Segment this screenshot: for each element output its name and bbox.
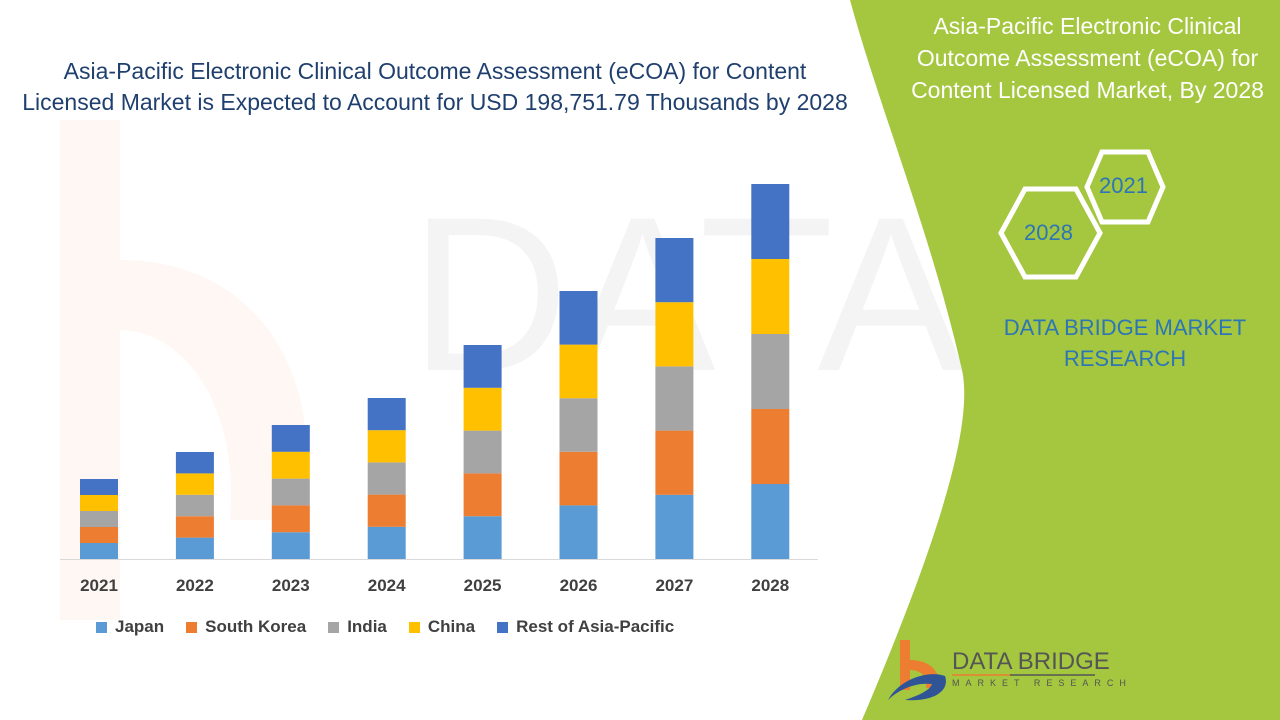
chart-title: Asia-Pacific Electronic Clinical Outcome… bbox=[22, 58, 848, 115]
logo-tagline: MARKET RESEARCH bbox=[952, 678, 1132, 688]
bar-segment-2026-south-korea bbox=[559, 451, 598, 506]
bar-segment-2027-india bbox=[655, 366, 694, 431]
hexagon-2028-icon bbox=[998, 186, 1103, 280]
hexagon-2021-icon bbox=[1084, 149, 1166, 225]
x-tick-label: 2026 bbox=[559, 576, 598, 595]
bar-segment-2024-rest-of-asia-pacific bbox=[367, 398, 406, 431]
hex-year-2028: 2028 bbox=[1024, 220, 1073, 245]
legend-label: Japan bbox=[115, 617, 165, 636]
legend-item: Rest of Asia-Pacific bbox=[497, 617, 674, 637]
legend-swatch bbox=[408, 621, 420, 633]
bar-segment-2021-india bbox=[80, 511, 118, 527]
bar-segment-2023-india bbox=[271, 478, 310, 506]
bar-segment-2028-rest-of-asia-pacific bbox=[751, 184, 790, 259]
x-tick-label: 2021 bbox=[80, 576, 118, 595]
bar-segment-2024-japan bbox=[367, 526, 406, 559]
legend-swatch bbox=[96, 621, 107, 633]
bar-segment-2025-china bbox=[463, 387, 502, 431]
bar-segment-2021-japan bbox=[80, 543, 118, 559]
legend: Japan South Korea India China Rest of Asia-P… bbox=[96, 617, 674, 637]
legend-label: South Korea bbox=[205, 617, 307, 636]
x-tick-label: 2024 bbox=[367, 576, 406, 595]
bar-segment-2026-rest-of-asia-pacific bbox=[559, 291, 598, 345]
bar-segment-2021-rest-of-asia-pacific bbox=[80, 479, 118, 495]
x-tick-label: 2027 bbox=[655, 576, 694, 595]
bar-segment-2026-china bbox=[559, 344, 598, 399]
bar-segment-2022-india bbox=[175, 494, 214, 517]
bar-segment-2021-south-korea bbox=[80, 527, 118, 543]
bar-segment-2022-south-korea bbox=[175, 516, 214, 538]
brand-text: DATA BRIDGE MARKET RESEARCH bbox=[1003, 315, 1247, 371]
legend-swatch bbox=[328, 621, 340, 633]
bar-segment-2027-rest-of-asia-pacific bbox=[655, 238, 694, 303]
bar-segment-2027-japan bbox=[655, 494, 694, 559]
bar-segment-2026-japan bbox=[559, 505, 598, 559]
bar-segment-2023-china bbox=[271, 451, 310, 479]
bar-segment-2025-rest-of-asia-pacific bbox=[463, 345, 502, 388]
x-tick-label: 2022 bbox=[175, 576, 214, 595]
legend-item: South Korea bbox=[186, 617, 306, 637]
bar-segment-2026-india bbox=[559, 398, 598, 452]
bar-segment-2028-china bbox=[751, 259, 790, 334]
bar-segment-2021-china bbox=[80, 495, 118, 511]
x-tick-label: 2025 bbox=[463, 576, 502, 595]
legend-item: India bbox=[328, 617, 387, 637]
bar-segment-2028-south-korea bbox=[751, 409, 790, 484]
legend-item: Japan bbox=[96, 617, 164, 637]
bar-segment-2025-japan bbox=[463, 516, 502, 559]
bar-segment-2024-south-korea bbox=[367, 494, 406, 527]
x-tick-label: 2028 bbox=[751, 576, 790, 595]
bar-segment-2022-china bbox=[175, 473, 214, 495]
watermark-logo-icon bbox=[60, 120, 307, 620]
bar-segment-2027-china bbox=[655, 302, 694, 367]
legend-label: Rest of Asia-Pacific bbox=[516, 617, 675, 636]
bar-segment-2028-india bbox=[751, 334, 790, 409]
green-side-panel bbox=[850, 0, 1280, 720]
x-tick-label: 2023 bbox=[271, 576, 310, 595]
bar-segment-2023-japan bbox=[271, 532, 310, 559]
logo-icon bbox=[888, 640, 946, 701]
legend-label: India bbox=[347, 617, 387, 636]
side-panel-title: Asia-Pacific Electronic Clinical Outcome… bbox=[911, 13, 1264, 103]
bar-segment-2027-south-korea bbox=[655, 430, 694, 495]
bar-segment-2023-south-korea bbox=[271, 505, 310, 533]
bars-group bbox=[80, 184, 790, 559]
bar-segment-2024-india bbox=[367, 462, 406, 495]
legend-swatch bbox=[186, 621, 198, 633]
legend-swatch bbox=[497, 621, 509, 633]
bar-segment-2023-rest-of-asia-pacific bbox=[271, 425, 310, 452]
bar-segment-2025-india bbox=[463, 430, 502, 474]
hex-year-2021: 2021 bbox=[1099, 173, 1148, 198]
logo-name: DATA BRIDGE bbox=[952, 648, 1110, 675]
legend-item: China bbox=[408, 617, 476, 637]
bar-segment-2022-japan bbox=[175, 537, 214, 559]
bar-segment-2022-rest-of-asia-pacific bbox=[175, 452, 214, 474]
bar-segment-2025-south-korea bbox=[463, 473, 502, 517]
legend-label: China bbox=[427, 617, 476, 636]
bar-segment-2028-japan bbox=[751, 484, 790, 559]
bar-segment-2024-china bbox=[367, 430, 406, 463]
